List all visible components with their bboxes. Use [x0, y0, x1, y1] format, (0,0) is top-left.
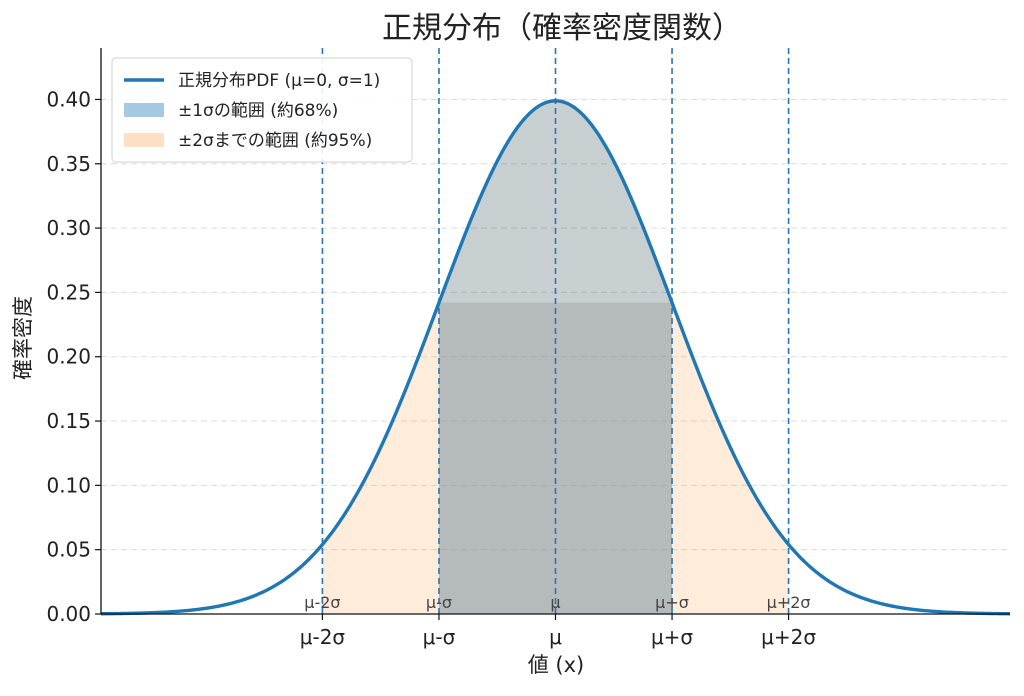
y-tick-label-8: 0.40: [46, 87, 91, 111]
x-tick-label-3: μ+σ: [651, 625, 693, 649]
sigma-marker-labels: μ-2σ μ-σ μ μ+σ μ+2σ: [304, 593, 810, 612]
y-tick-label-5: 0.25: [46, 280, 91, 304]
y-tick-label-2: 0.10: [46, 473, 91, 497]
x-tick-label-2: μ: [549, 625, 562, 649]
x-tick-label-0: μ-2σ: [300, 625, 346, 649]
pdf-curve-layer: [100, 99, 1011, 616]
y-tick-label-6: 0.30: [46, 216, 91, 240]
legend-swatch-2: [124, 133, 164, 147]
y-axis-label: 確率密度: [11, 296, 35, 380]
x-tick-label-4: μ+2σ: [761, 625, 816, 649]
legend-frame: [111, 57, 413, 163]
sigma-marker-label-0: μ-2σ: [304, 593, 340, 612]
legend-label-1: ±1σの範囲 (約68%): [178, 101, 338, 121]
x-tick-label-1: μ-σ: [423, 625, 456, 649]
y-tick-label-4: 0.20: [46, 345, 91, 369]
sigma-marker-label-2: μ: [550, 593, 560, 612]
y-tick-label-7: 0.35: [46, 152, 91, 176]
pdf-curve: [100, 99, 1011, 616]
legend-swatch-1: [124, 103, 164, 117]
y-tick-label-1: 0.05: [46, 538, 91, 562]
x-axis-label: 値 (x): [528, 653, 585, 677]
legend-label-2: ±2σまでの範囲 (約95%): [178, 131, 372, 151]
fill-area-0: [322, 100, 789, 614]
legend: 正規分布PDF (μ=0, σ=1) ±1σの範囲 (約68%) ±2σまでの範囲 …: [111, 57, 413, 163]
sigma-marker-label-4: μ+2σ: [767, 593, 811, 612]
sigma-marker-label-3: μ+σ: [655, 593, 689, 612]
chart-title: 正規分布（確率密度関数）: [382, 11, 742, 46]
fill-areas: [322, 100, 789, 614]
tick-labels: 0.00 0.05 0.10 0.15 0.20 0.25 0.30 0.35 0.40 μ-2σ…: [46, 87, 816, 649]
y-tick-label-3: 0.15: [46, 409, 91, 433]
sigma-marker-label-1: μ-σ: [426, 593, 452, 612]
legend-label-0: 正規分布PDF (μ=0, σ=1): [178, 71, 380, 91]
y-tick-label-0: 0.00: [46, 602, 91, 626]
fill-area-1: [438, 100, 673, 614]
